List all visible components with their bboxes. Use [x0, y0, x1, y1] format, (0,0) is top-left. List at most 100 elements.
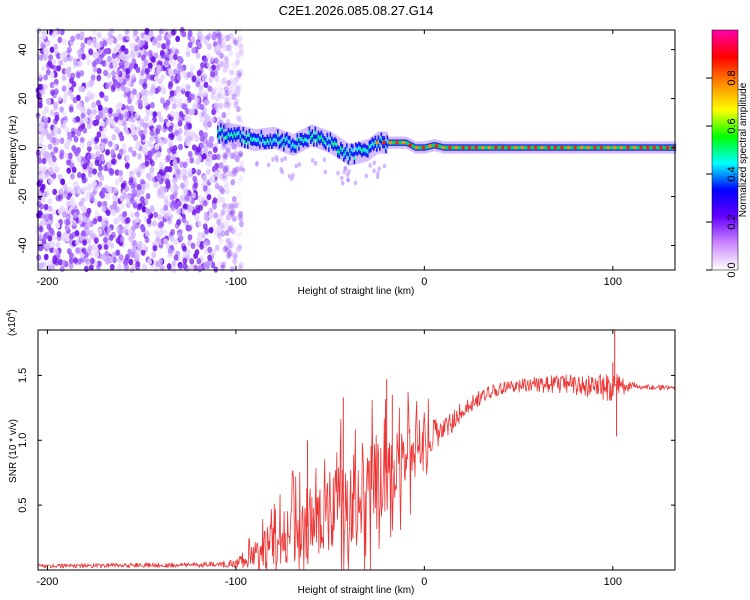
trace-peak — [506, 145, 509, 150]
noise-cell — [59, 137, 65, 144]
trace-peak — [238, 130, 240, 135]
noise-cell — [100, 137, 106, 145]
noise-cell — [143, 99, 149, 107]
noise-cell — [234, 98, 240, 105]
noise-cell — [185, 249, 191, 256]
noise-cell — [203, 214, 209, 221]
noise-cell — [199, 103, 205, 111]
noise-cell — [134, 211, 140, 218]
figure-title: C2E1.2026.085.08.27.G14 — [279, 3, 434, 18]
trace-max — [480, 145, 485, 150]
noise-cell — [222, 154, 227, 161]
trace-stray — [294, 163, 299, 169]
trace-peak — [230, 131, 233, 136]
noise-cell — [159, 84, 165, 92]
noise-cell — [188, 206, 194, 213]
trace-peak — [656, 145, 659, 150]
noise-cell — [47, 198, 53, 205]
noise-cell — [217, 37, 223, 45]
noise-cell — [140, 54, 146, 61]
noise-cell — [84, 53, 90, 61]
noise-cell — [218, 52, 224, 59]
noise-cell — [197, 42, 203, 49]
noise-cell — [75, 60, 81, 68]
noise-cell — [145, 73, 151, 80]
noise-cell — [224, 97, 230, 104]
noise-cell — [109, 37, 114, 44]
noise-cell — [49, 46, 55, 53]
trace-peak — [356, 147, 359, 152]
trace-peak — [406, 140, 408, 145]
noise-cell — [115, 43, 121, 50]
noise-cell — [66, 138, 72, 146]
noise-cell — [226, 90, 232, 97]
noise-cell — [226, 33, 232, 41]
trace-peak — [224, 135, 227, 140]
trace-peak — [283, 143, 285, 148]
trace-max — [659, 145, 663, 150]
noise-cell — [85, 211, 91, 218]
noise-cell — [223, 220, 228, 228]
trace-peak — [256, 138, 258, 143]
snr-multiplier-close: ) — [7, 309, 18, 312]
trace-stray — [323, 169, 328, 175]
noise-cell — [153, 181, 159, 188]
trace-peak — [445, 145, 447, 150]
trace-stray — [353, 180, 358, 186]
noise-cell — [163, 59, 169, 67]
noise-cell — [48, 213, 53, 221]
noise-cell — [195, 146, 201, 153]
noise-cell — [238, 118, 244, 126]
noise-cell — [214, 244, 220, 251]
trace-peak — [323, 140, 326, 145]
noise-cell — [181, 208, 187, 215]
noise-cell — [203, 39, 209, 46]
trace-peak — [271, 141, 273, 145]
trace-peak — [433, 143, 435, 148]
noise-cell — [80, 112, 86, 119]
noise-cell — [70, 35, 76, 43]
noise-cell — [117, 216, 122, 223]
noise-cell — [231, 62, 237, 70]
noise-cell — [44, 151, 50, 158]
noise-cell — [119, 134, 125, 142]
noise-cell — [100, 192, 106, 199]
trace-peak — [304, 137, 306, 142]
noise-cell — [66, 213, 71, 221]
noise-cell — [64, 235, 70, 243]
noise-cell — [49, 228, 55, 235]
x-tick-label: 100 — [604, 276, 622, 288]
noise-cell — [153, 266, 159, 273]
noise-cell — [129, 42, 135, 49]
y-tick-label: 1.5 — [17, 368, 29, 383]
trace-stray — [266, 162, 271, 168]
noise-cell — [211, 108, 217, 116]
noise-cell — [139, 196, 145, 203]
trace-peak — [452, 145, 455, 150]
noise-cell — [38, 36, 43, 43]
noise-cell — [89, 195, 95, 202]
noise-cell — [176, 208, 181, 215]
noise-cell — [170, 228, 175, 236]
noise-cell — [88, 161, 94, 169]
noise-cell — [203, 81, 209, 89]
noise-cell — [207, 85, 213, 92]
noise-cell — [173, 254, 179, 261]
noise-cell — [227, 226, 232, 233]
noise-cell — [110, 231, 116, 239]
noise-cell — [190, 242, 196, 250]
noise-cell — [69, 204, 75, 211]
trace-peak — [289, 140, 291, 145]
noise-cell — [41, 238, 47, 245]
noise-cell — [197, 264, 203, 272]
noise-cell — [212, 146, 218, 153]
noise-cell — [117, 112, 123, 120]
noise-cell — [162, 229, 168, 237]
trace-peak — [250, 136, 252, 141]
noise-cell — [119, 236, 125, 243]
noise-cell — [174, 185, 179, 192]
noise-cell — [218, 185, 224, 193]
trace-max — [467, 145, 472, 150]
noise-cell — [206, 61, 212, 68]
noise-cell — [40, 41, 45, 49]
